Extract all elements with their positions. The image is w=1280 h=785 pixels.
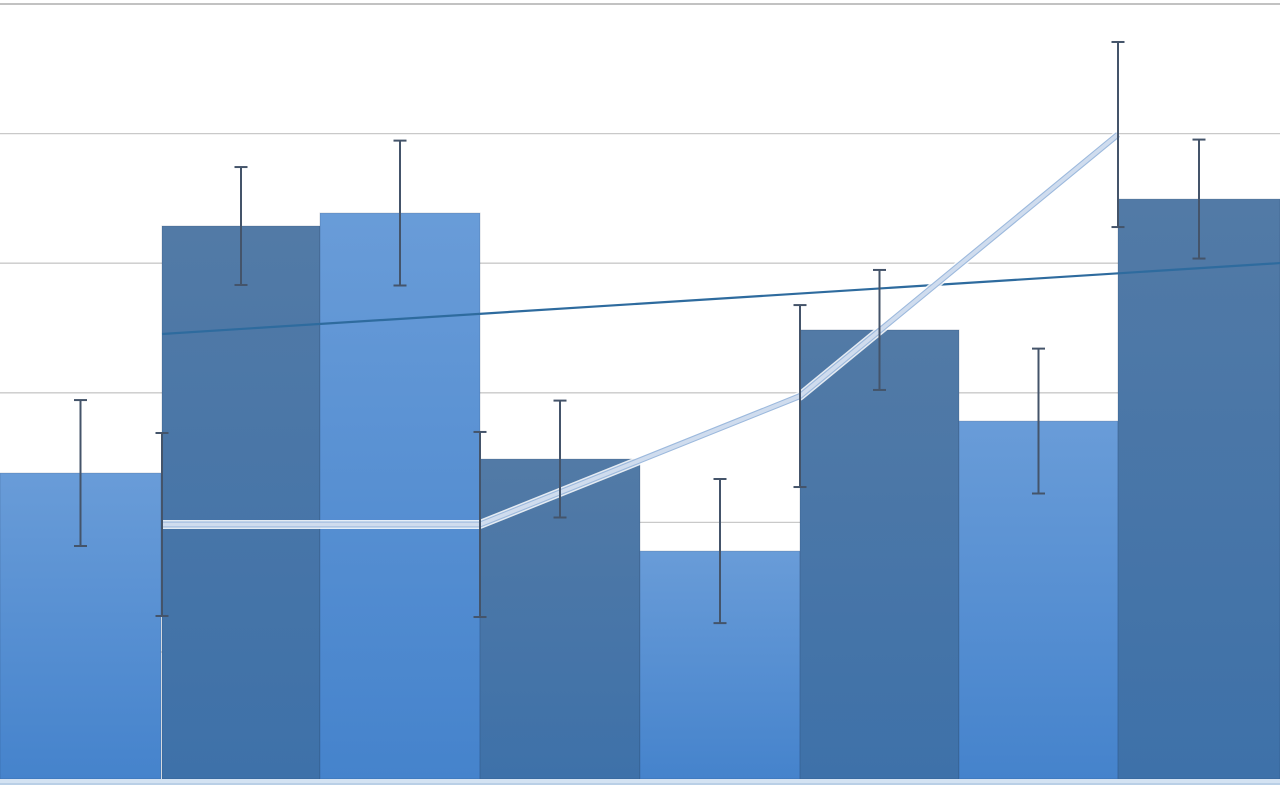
- bar: [799, 329, 960, 780]
- baseline-strip-shadow: [0, 783, 1280, 785]
- bar: [1117, 198, 1280, 780]
- thick-trend-line: [162, 133, 1120, 527]
- bar: [161, 225, 321, 780]
- thin-trend-line: [161, 261, 1280, 336]
- baseline-strip: [0, 779, 1280, 783]
- bar: [319, 212, 481, 780]
